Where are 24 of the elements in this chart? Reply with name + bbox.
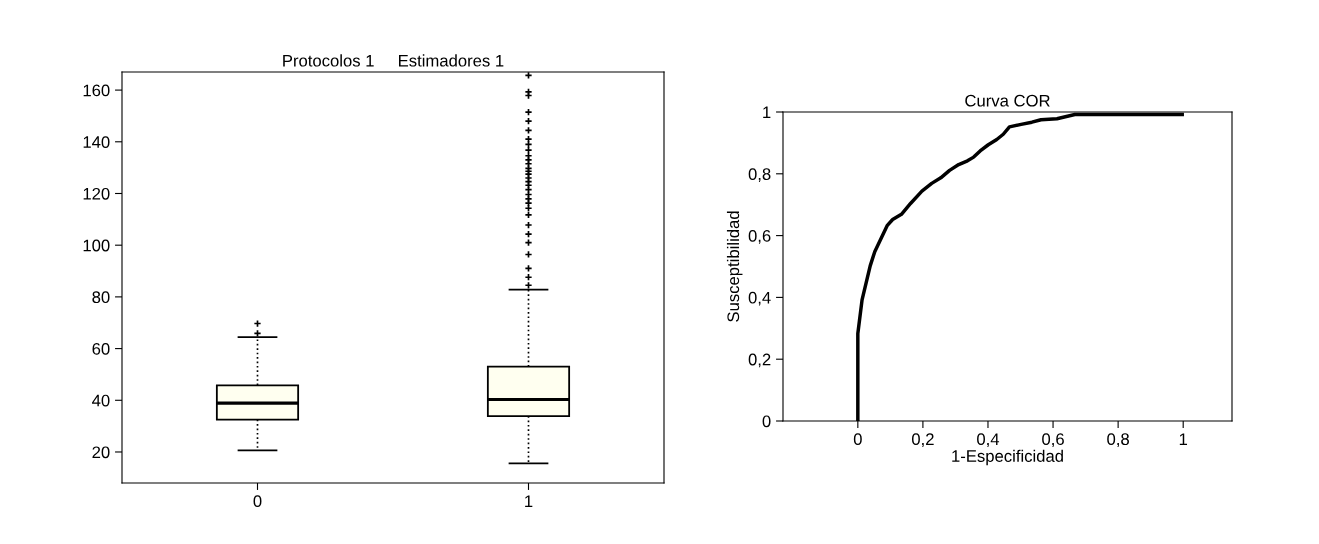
y-tick-label: 140 <box>83 136 110 148</box>
x-tick-label: 0,8 <box>1107 433 1129 448</box>
x-tick-label: 0,2 <box>911 433 934 448</box>
y-tick-label: 20 <box>92 446 110 459</box>
x-tick-label: 0 <box>853 433 862 446</box>
x-tick-label: 0,4 <box>977 433 1000 448</box>
y-tick-label: 0,8 <box>748 168 771 182</box>
y-tick-label: 0,6 <box>748 230 771 244</box>
y-tick-label: 40 <box>92 394 110 407</box>
y-axis-title: Susceptibilidad <box>726 211 743 322</box>
x-tick-label: 0,6 <box>1042 433 1064 448</box>
chart-title: Curva COR <box>965 94 1050 107</box>
y-tick-label: 100 <box>83 239 110 252</box>
y-tick-label: 0,4 <box>748 291 771 306</box>
y-tick-label: 60 <box>92 342 110 355</box>
y-tick-label: 160 <box>83 84 110 97</box>
y-tick-label: 1 <box>763 106 771 119</box>
y-tick-label: 80 <box>92 291 110 304</box>
x-tick-label: 1 <box>1179 433 1188 445</box>
y-tick-label: 0 <box>762 415 771 428</box>
y-tick-label: 120 <box>83 187 110 200</box>
x-axis-title: 1-Especificidad <box>952 449 1063 466</box>
y-tick-label: 0,2 <box>748 353 771 368</box>
chart-title: Protocolos 1 Estimadores 1 <box>283 54 504 67</box>
